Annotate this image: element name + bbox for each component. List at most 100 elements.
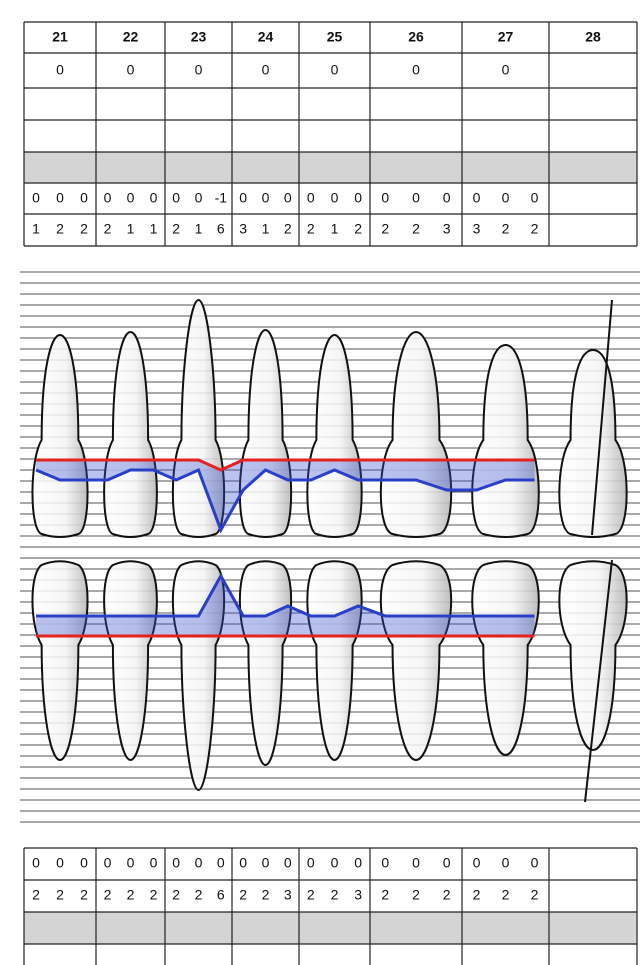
site-value: 6 — [217, 887, 225, 903]
site-value: 2 — [531, 221, 539, 237]
site-value: 2 — [172, 221, 180, 237]
site-value: 0 — [80, 190, 88, 206]
site-value: 1 — [331, 221, 339, 237]
tooth-number: 28 — [585, 29, 601, 45]
site-value: 1 — [32, 221, 40, 237]
site-value: 2 — [150, 887, 158, 903]
mobility: 0 — [331, 62, 339, 78]
site-value: 1 — [127, 221, 135, 237]
site-value: 2 — [502, 887, 510, 903]
site-value: 2 — [56, 221, 64, 237]
mobility: 0 — [127, 62, 135, 78]
site-value: 0 — [412, 190, 420, 206]
site-value: 2 — [239, 887, 247, 903]
site-value: 0 — [239, 190, 247, 206]
site-value: 2 — [32, 887, 40, 903]
site-value: 0 — [80, 855, 88, 871]
site-value: 0 — [56, 190, 64, 206]
site-value: 0 — [473, 855, 481, 871]
site-value: 0 — [32, 855, 40, 871]
site-value: 2 — [104, 221, 112, 237]
site-value: 2 — [412, 221, 420, 237]
mobility: 0 — [195, 62, 203, 78]
site-value: 1 — [195, 221, 203, 237]
tooth-number: 22 — [123, 29, 139, 45]
site-value: 0 — [127, 190, 135, 206]
site-value: 3 — [239, 221, 247, 237]
site-value: 0 — [473, 190, 481, 206]
site-value: 2 — [443, 887, 451, 903]
mobility: 0 — [502, 62, 510, 78]
tooth-number: 21 — [52, 29, 68, 45]
site-value: 0 — [150, 855, 158, 871]
site-value: 0 — [172, 855, 180, 871]
site-value: 0 — [56, 855, 64, 871]
site-value: 0 — [531, 190, 539, 206]
site-value: 0 — [195, 855, 203, 871]
site-value: 0 — [307, 190, 315, 206]
site-value: 2 — [331, 887, 339, 903]
site-value: 2 — [80, 221, 88, 237]
perio-chart: 2122232425262728000000000000000-10000000… — [0, 0, 642, 965]
site-value: 0 — [284, 855, 292, 871]
site-value: 0 — [443, 190, 451, 206]
site-value: 2 — [284, 221, 292, 237]
site-value: 0 — [262, 190, 270, 206]
site-value: 0 — [195, 190, 203, 206]
tooth-number: 25 — [327, 29, 343, 45]
site-value: 0 — [104, 855, 112, 871]
site-value: 0 — [443, 855, 451, 871]
site-value: 2 — [502, 221, 510, 237]
site-value: 0 — [502, 190, 510, 206]
site-value: 0 — [262, 855, 270, 871]
site-value: 2 — [354, 221, 362, 237]
gray-row — [24, 152, 637, 183]
mobility: 0 — [412, 62, 420, 78]
site-value: 0 — [239, 855, 247, 871]
site-value: 2 — [127, 887, 135, 903]
gray-row — [24, 912, 637, 944]
site-value: 2 — [195, 887, 203, 903]
site-value: 2 — [412, 887, 420, 903]
site-value: 0 — [381, 190, 389, 206]
site-value: 0 — [127, 855, 135, 871]
site-value: 0 — [284, 190, 292, 206]
site-value: 0 — [150, 190, 158, 206]
site-value: 0 — [531, 855, 539, 871]
tooth-number: 24 — [258, 29, 274, 45]
site-value: 0 — [307, 855, 315, 871]
tooth-number: 26 — [408, 29, 424, 45]
mobility: 0 — [262, 62, 270, 78]
site-value: 2 — [307, 221, 315, 237]
site-value: 2 — [80, 887, 88, 903]
site-value: 0 — [331, 855, 339, 871]
site-value: 0 — [412, 855, 420, 871]
site-value: 3 — [443, 221, 451, 237]
site-value: 0 — [172, 190, 180, 206]
site-value: 0 — [217, 855, 225, 871]
site-value: 0 — [354, 855, 362, 871]
site-value: 3 — [284, 887, 292, 903]
site-value: 0 — [32, 190, 40, 206]
site-value: 3 — [354, 887, 362, 903]
site-value: 2 — [262, 887, 270, 903]
mobility: 0 — [56, 62, 64, 78]
site-value: 0 — [331, 190, 339, 206]
site-value: 2 — [56, 887, 64, 903]
site-value: 1 — [262, 221, 270, 237]
site-value: 2 — [531, 887, 539, 903]
site-value: 0 — [354, 190, 362, 206]
site-value: 2 — [172, 887, 180, 903]
site-value: 2 — [307, 887, 315, 903]
site-value: 0 — [104, 190, 112, 206]
site-value: 1 — [150, 221, 158, 237]
site-value: 2 — [381, 221, 389, 237]
site-value: 2 — [381, 887, 389, 903]
site-value: 6 — [217, 221, 225, 237]
tooth-number: 23 — [191, 29, 207, 45]
tooth-number: 27 — [498, 29, 514, 45]
site-value: -1 — [215, 190, 228, 206]
site-value: 0 — [381, 855, 389, 871]
site-value: 2 — [473, 887, 481, 903]
site-value: 2 — [104, 887, 112, 903]
